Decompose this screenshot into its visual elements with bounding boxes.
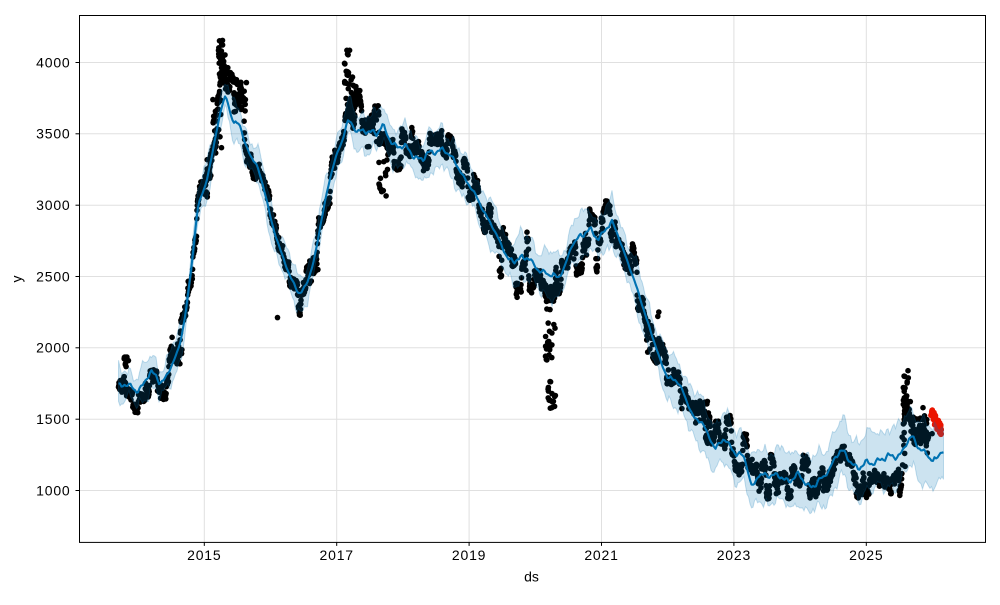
svg-text:2500: 2500 xyxy=(36,268,70,284)
svg-text:4000: 4000 xyxy=(36,54,70,70)
svg-text:y: y xyxy=(9,276,25,283)
svg-text:2015: 2015 xyxy=(187,547,221,563)
svg-text:2023: 2023 xyxy=(717,547,751,563)
svg-text:2021: 2021 xyxy=(584,547,618,563)
svg-text:2019: 2019 xyxy=(452,547,486,563)
svg-text:3000: 3000 xyxy=(36,197,70,213)
svg-text:3500: 3500 xyxy=(36,126,70,142)
svg-text:2025: 2025 xyxy=(849,547,883,563)
svg-text:1500: 1500 xyxy=(36,411,70,427)
svg-text:ds: ds xyxy=(524,569,539,585)
svg-text:1000: 1000 xyxy=(36,482,70,498)
svg-text:2017: 2017 xyxy=(320,547,354,563)
svg-text:2000: 2000 xyxy=(36,340,70,356)
